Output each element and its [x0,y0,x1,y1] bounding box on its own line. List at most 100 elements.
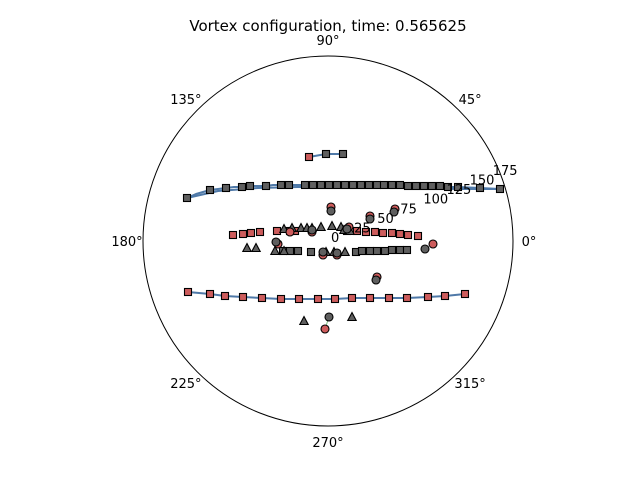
point-gray-circle-118 [324,312,334,322]
point-red-square-49 [228,230,238,240]
point-gray-square-7 [245,181,255,191]
point-gray-square-8 [261,181,271,191]
vortex-points [182,149,505,334]
angle-tick-label-315: 315° [454,377,485,392]
angle-tick-label-90: 90° [316,34,339,49]
point-red-square-62 [395,229,405,239]
point-gray-square-11 [300,180,310,190]
polar-axes-frame [142,55,514,427]
point-red-square-34 [205,289,215,299]
point-gray-square-16 [340,180,350,190]
point-gray-square-18 [356,180,366,190]
point-gray-triangle-89 [269,245,281,256]
point-gray-square-13 [316,180,326,190]
point-red-square-64 [413,231,423,241]
point-gray-square-72 [372,246,382,256]
angle-tick-label-135: 135° [170,93,201,108]
radial-tick-label-0: 0 [331,231,339,246]
point-red-square-51 [246,228,256,238]
point-gray-square-73 [380,246,390,256]
point-red-circle-107 [320,324,330,334]
radial-tick-label-125: 125 [447,183,472,198]
point-gray-circle-112 [307,225,317,235]
point-gray-square-5 [221,183,231,193]
point-gray-circle-114 [318,247,328,257]
angle-tick-labels: 0° 45° 90° 135° 180° 225° 270° 315° [111,34,536,451]
angle-tick-label-0: 0° [522,235,537,250]
point-gray-square-68 [306,247,316,257]
point-red-square-47 [440,291,450,301]
radial-tick-label-25: 25 [354,221,371,236]
point-gray-triangle-79 [295,222,307,233]
point-red-square-33 [183,287,193,297]
point-gray-square-27 [427,181,437,191]
point-gray-square-4 [205,185,215,195]
point-red-square-0 [304,152,314,162]
point-red-square-46 [423,292,433,302]
point-gray-square-25 [411,181,421,191]
point-red-square-52 [255,227,265,237]
point-gray-square-26 [419,181,429,191]
point-gray-circle-110 [389,207,399,217]
point-gray-square-21 [379,180,389,190]
vortex-line-3 [187,291,466,300]
point-gray-square-31 [475,183,485,193]
point-gray-triangle-93 [339,246,351,257]
point-gray-square-10 [284,180,294,190]
point-gray-square-29 [443,182,453,192]
point-gray-circle-108 [326,206,336,216]
point-gray-circle-117 [371,275,381,285]
point-gray-square-23 [395,180,405,190]
point-red-square-60 [378,228,388,238]
point-gray-circle-109 [365,214,375,224]
angle-tick-label-45: 45° [459,93,482,108]
radial-tick-label-150: 150 [470,174,495,189]
chart-title: Vortex configuration, time: 0.565625 [189,17,466,35]
point-red-square-38 [276,294,286,304]
point-red-square-39 [294,294,304,304]
angle-tick-label-180: 180° [111,235,142,250]
point-gray-square-2 [338,149,348,159]
point-gray-circle-116 [420,244,430,254]
point-gray-square-6 [237,182,247,192]
point-red-square-45 [402,293,412,303]
point-red-square-61 [387,228,397,238]
angle-tick-label-270: 270° [312,436,343,451]
point-red-square-50 [238,229,248,239]
point-red-square-48 [460,289,470,299]
point-red-square-43 [365,293,375,303]
point-gray-triangle-83 [326,220,338,231]
point-gray-triangle-90 [278,245,290,256]
point-gray-triangle-94 [298,315,310,326]
point-gray-triangle-88 [250,242,262,253]
point-gray-square-12 [308,180,318,190]
point-gray-square-19 [364,180,374,190]
point-red-square-58 [361,227,371,237]
point-gray-triangle-95 [346,311,358,322]
point-gray-square-75 [395,245,405,255]
point-gray-square-67 [293,246,303,256]
point-red-square-44 [384,293,394,303]
point-gray-square-17 [348,180,358,190]
point-gray-square-14 [324,180,334,190]
point-gray-circle-115 [332,248,342,258]
point-red-square-42 [347,293,357,303]
radial-tick-label-175: 175 [493,164,518,179]
point-red-circle-105 [428,239,438,249]
point-gray-square-74 [387,245,397,255]
radial-tick-label-75: 75 [400,202,417,217]
point-gray-square-3 [182,193,192,203]
point-gray-square-71 [365,246,375,256]
point-gray-square-1 [321,149,331,159]
point-gray-square-24 [403,181,413,191]
point-red-circle-100 [285,227,295,237]
point-gray-circle-113 [271,237,281,247]
point-gray-square-30 [453,182,463,192]
point-gray-square-20 [372,180,382,190]
point-red-square-37 [257,293,267,303]
point-red-square-57 [352,226,362,236]
point-gray-square-22 [387,180,397,190]
point-gray-square-15 [332,180,342,190]
